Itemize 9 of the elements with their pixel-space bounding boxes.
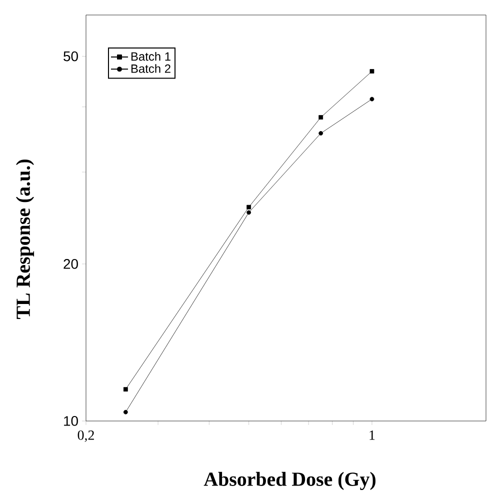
x-tick-label: 1 (370, 430, 375, 440)
y-axis-title: TL Response (a.u.) (16, 160, 34, 319)
y-tick-label: 10 (64, 416, 78, 426)
y-tick-label: 20 (64, 259, 78, 269)
x-tick-label: 0,2 (78, 430, 94, 442)
x-axis-title: Absorbed Dose (Gy) (204, 472, 376, 490)
y-tick-label: 50 (64, 51, 78, 62)
legend-label: Batch 2 (131, 64, 170, 73)
legend-label: Batch 1 (131, 52, 170, 61)
